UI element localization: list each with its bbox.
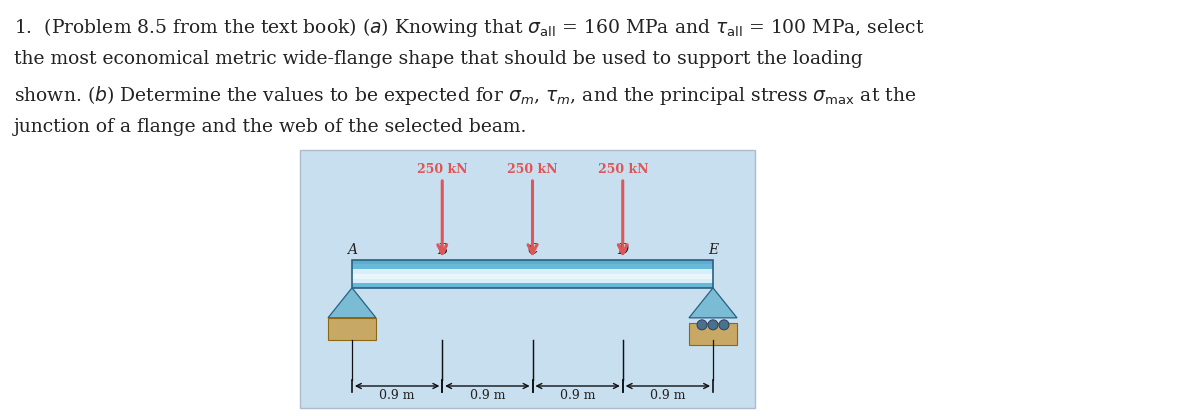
Text: D: D xyxy=(617,243,629,257)
Circle shape xyxy=(697,320,707,330)
Text: 0.9 m: 0.9 m xyxy=(379,389,415,402)
Bar xyxy=(352,279,713,283)
Text: 250 kN: 250 kN xyxy=(418,163,468,176)
Bar xyxy=(352,275,713,279)
Polygon shape xyxy=(689,288,737,318)
Bar xyxy=(352,264,713,270)
Text: 250 kN: 250 kN xyxy=(598,163,648,176)
Text: 0.9 m: 0.9 m xyxy=(469,389,505,402)
Bar xyxy=(328,318,376,340)
Bar xyxy=(352,260,713,288)
Bar xyxy=(300,150,755,408)
Text: 1.  (Problem 8.5 from the text book) ($a$) Knowing that $\sigma_\mathrm{all}$ = : 1. (Problem 8.5 from the text book) ($a$… xyxy=(14,16,924,39)
Text: B: B xyxy=(437,243,448,257)
Text: C: C xyxy=(527,243,538,257)
Bar xyxy=(352,260,713,264)
Text: 0.9 m: 0.9 m xyxy=(650,389,685,402)
Polygon shape xyxy=(328,288,376,318)
Text: 250 kN: 250 kN xyxy=(508,163,558,176)
Circle shape xyxy=(708,320,718,330)
Bar xyxy=(689,323,737,345)
Text: 0.9 m: 0.9 m xyxy=(560,389,595,402)
Circle shape xyxy=(719,320,730,330)
Text: the most economical metric wide-flange shape that should be used to support the : the most economical metric wide-flange s… xyxy=(14,50,863,68)
Bar xyxy=(352,270,713,275)
Bar xyxy=(352,283,713,288)
Text: A: A xyxy=(347,243,358,257)
Text: junction of a flange and the web of the selected beam.: junction of a flange and the web of the … xyxy=(14,118,527,136)
Text: shown. ($b$) Determine the values to be expected for $\sigma_m$, $\tau_m$, and t: shown. ($b$) Determine the values to be … xyxy=(14,84,917,107)
Text: E: E xyxy=(708,243,718,257)
